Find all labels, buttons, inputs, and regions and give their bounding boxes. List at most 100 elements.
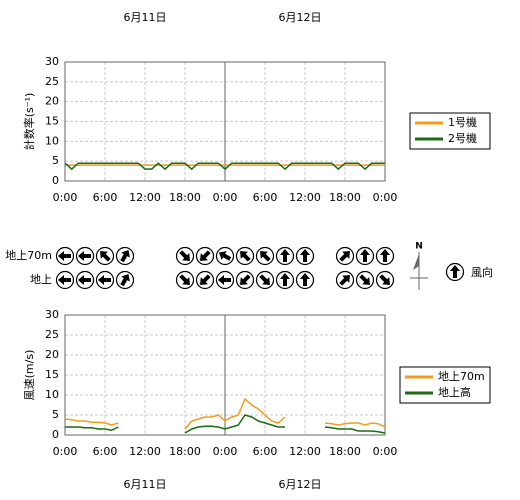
wind-arrow	[215, 246, 235, 266]
x-tick-label: 18:00	[169, 445, 201, 458]
plot-frame	[64, 314, 386, 436]
arrow-shape	[260, 251, 271, 262]
y-tick-label: 30	[45, 308, 59, 321]
y-tick-label: 5	[52, 408, 59, 421]
legend-label: 地上高	[438, 385, 471, 399]
arrow-shape	[200, 274, 211, 285]
svg-text:N: N	[415, 242, 423, 252]
wind-arrow	[295, 246, 315, 266]
wind-arrow	[55, 246, 75, 266]
compass: N	[410, 242, 428, 290]
y-tick-label: 25	[45, 75, 59, 88]
wind-arrow	[295, 270, 315, 290]
arrow-shape	[58, 275, 71, 285]
wind-arrow	[335, 270, 355, 290]
legend-label: 2号機	[448, 131, 477, 145]
wind-arrow	[95, 246, 115, 266]
arrow-shape	[179, 274, 190, 285]
legend-label: 1号機	[448, 115, 477, 129]
arrow-shape	[450, 265, 460, 278]
y-tick-label: 20	[45, 95, 59, 108]
row-label: 地上	[30, 273, 52, 286]
x-tick-label: 0:00	[53, 191, 78, 204]
arrow-shape	[339, 251, 350, 262]
series-line	[64, 162, 385, 171]
y-axis-label: 風速(m/s)	[23, 350, 36, 401]
x-tick-label: 18:00	[329, 191, 361, 204]
arrow-shape	[120, 249, 130, 263]
x-tick-label: 12:00	[129, 445, 161, 458]
arrow-shape	[78, 251, 91, 261]
x-tick-label: 0:00	[213, 445, 238, 458]
arrow-shape	[120, 273, 130, 287]
arrow-shape	[380, 249, 390, 262]
wind-arrow	[115, 246, 135, 266]
legend-box	[409, 112, 491, 150]
wind-arrow	[375, 270, 395, 290]
date-label: 6月11日	[124, 11, 167, 24]
wind-arrow	[255, 246, 275, 266]
arrow-shape	[360, 249, 370, 262]
y-tick-label: 10	[45, 388, 59, 401]
y-tick-label: 0	[52, 428, 59, 441]
x-tick-label: 0:00	[213, 191, 238, 204]
wind-arrow	[195, 246, 215, 266]
y-tick-label: 25	[45, 328, 59, 341]
wind-arrow	[75, 246, 95, 266]
series-line	[65, 414, 386, 434]
arrow-shape	[359, 274, 370, 285]
x-tick-label: 18:00	[169, 191, 201, 204]
wind-arrow	[95, 270, 115, 290]
arrow-shape	[300, 249, 310, 262]
y-tick-label: 15	[45, 115, 59, 128]
arrow-shape	[379, 274, 390, 285]
arrow-shape	[98, 275, 111, 285]
y-tick-label: 20	[45, 348, 59, 361]
x-tick-label: 0:00	[53, 445, 78, 458]
arrow-shape	[259, 274, 270, 285]
wind-arrow	[55, 270, 75, 290]
x-tick-label: 6:00	[253, 191, 278, 204]
arrow-shape	[240, 251, 251, 262]
x-tick-label: 18:00	[329, 445, 361, 458]
arrow-shape	[240, 274, 251, 285]
y-tick-label: 15	[45, 368, 59, 381]
arrow-shape	[100, 251, 111, 262]
wind-arrow	[215, 270, 235, 290]
wind-arrow	[175, 270, 195, 290]
arrow-shape	[339, 275, 350, 286]
wind-arrow	[445, 262, 465, 282]
wind-arrow	[375, 246, 395, 266]
arrow-shape	[300, 273, 310, 286]
wind-arrow	[175, 246, 195, 266]
x-tick-label: 12:00	[289, 445, 321, 458]
wind-arrow	[335, 246, 355, 266]
arrow-shape	[280, 273, 290, 286]
date-label: 6月11日	[124, 478, 167, 491]
arrow-shape	[280, 249, 290, 262]
wind-arrow	[75, 270, 95, 290]
x-tick-label: 0:00	[373, 191, 398, 204]
x-tick-label: 12:00	[129, 191, 161, 204]
arrow-shape	[218, 275, 231, 285]
arrow-shape	[78, 275, 91, 285]
x-tick-label: 0:00	[373, 445, 398, 458]
x-tick-label: 12:00	[289, 191, 321, 204]
arrow-shape	[218, 251, 232, 261]
wind-arrow	[275, 270, 295, 290]
legend-box	[399, 366, 491, 404]
x-tick-label: 6:00	[93, 445, 118, 458]
wind-arrow	[195, 270, 215, 290]
y-tick-label: 5	[52, 154, 59, 167]
wind-arrow	[115, 270, 135, 290]
wind-arrow	[235, 246, 255, 266]
y-axis-label: 計数率(s⁻¹)	[22, 93, 36, 151]
plot-frame	[64, 61, 386, 182]
y-tick-label: 10	[45, 134, 59, 147]
legend-label: 地上70m	[438, 370, 485, 383]
legend-label: 風向	[471, 265, 493, 279]
date-label: 6月12日	[279, 478, 322, 491]
wind-arrow	[235, 270, 255, 290]
date-label: 6月12日	[279, 11, 322, 24]
